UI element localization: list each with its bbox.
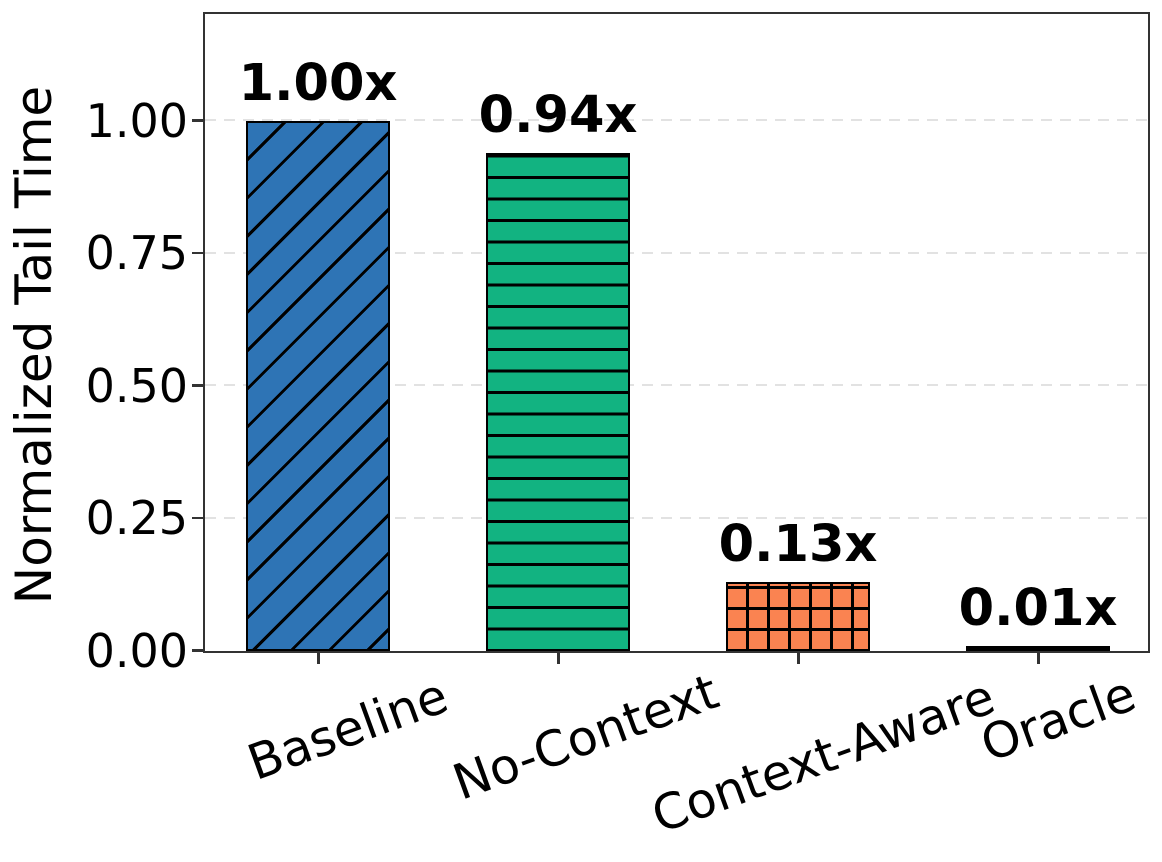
y-tick-label-0.25: 0.25 [85, 491, 188, 545]
y-tick-label-0.75: 0.75 [85, 226, 188, 280]
plot-area: 1.00x 0.94x 0.13x 0.01x [203, 12, 1150, 653]
y-tick-label-0.50: 0.50 [85, 358, 188, 413]
y-tick-mark-0.25 [192, 516, 203, 520]
gridline-0.25 [205, 516, 1148, 519]
x-tick-label-oracle: Oracle [973, 665, 1143, 774]
bar-no-context [486, 152, 630, 651]
y-tick-mark-0.00 [192, 649, 203, 652]
bar-value-label-baseline: 1.00x [238, 54, 398, 113]
bar-value-label-context-aware: 0.13x [718, 515, 878, 575]
x-tick-mark-baseline [317, 653, 320, 664]
x-tick-mark-oracle [1037, 653, 1040, 664]
y-tick-mark-0.75 [192, 251, 203, 255]
gridline-0.75 [205, 251, 1148, 254]
y-tick-mark-1.00 [192, 119, 203, 122]
bar-context-aware [726, 582, 870, 651]
bar-baseline [246, 121, 390, 651]
bar-value-label-oracle: 0.01x [958, 578, 1118, 638]
y-tick-label-0.00: 0.00 [85, 623, 188, 678]
y-tick-label-1.00: 1.00 [85, 93, 188, 148]
x-tick-mark-no-context [557, 653, 560, 664]
bar-oracle [966, 645, 1110, 651]
bar-value-label-no-context: 0.94x [478, 85, 638, 145]
y-tick-mark-0.50 [192, 384, 203, 387]
gridline-1.00 [205, 119, 1148, 121]
x-tick-label-baseline: Baseline [240, 667, 456, 792]
gridline-0.50 [205, 384, 1148, 386]
x-tick-mark-context-aware [797, 653, 800, 664]
